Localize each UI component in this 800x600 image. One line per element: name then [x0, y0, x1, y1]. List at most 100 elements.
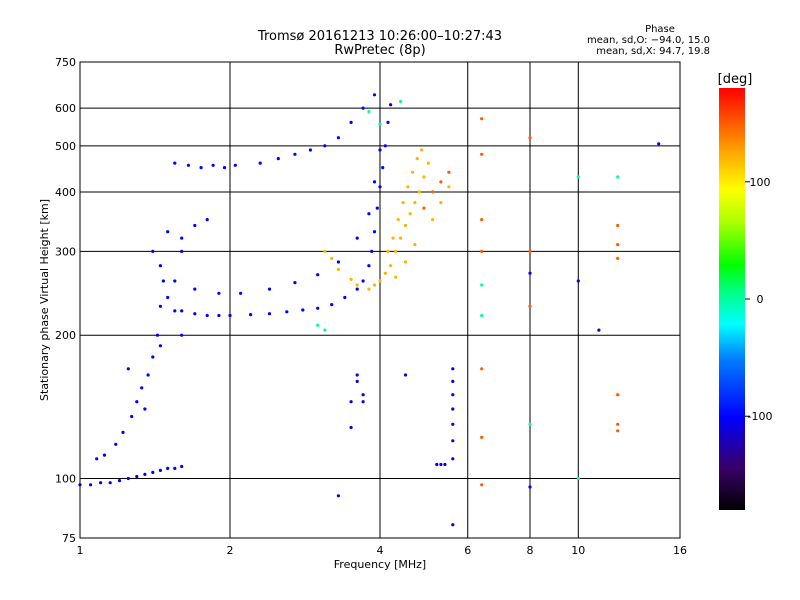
data-point [301, 308, 305, 312]
data-point [361, 106, 365, 110]
data-point [173, 466, 177, 470]
data-point [336, 494, 340, 498]
data-point [372, 230, 377, 234]
data-point [166, 295, 170, 300]
data-point [417, 190, 422, 194]
colorbar-label: [deg] [718, 72, 753, 87]
data-point [528, 249, 532, 253]
data-point [439, 180, 443, 184]
data-point [451, 439, 455, 443]
data-point [130, 414, 134, 419]
stats-title: Phase [645, 24, 675, 35]
data-point [173, 309, 177, 313]
x-tick-label: 4 [377, 544, 384, 557]
data-point [616, 243, 620, 247]
data-point [323, 328, 327, 332]
data-point [372, 93, 377, 97]
data-point [323, 144, 327, 148]
data-point [372, 180, 377, 184]
data-point [102, 453, 107, 457]
data-point [258, 161, 262, 165]
data-point [336, 260, 340, 264]
data-point [480, 367, 484, 371]
data-point [293, 152, 297, 156]
data-point [616, 422, 620, 426]
y-axis-label: Stationary phase Virtual Height [km] [38, 199, 51, 401]
data-point [378, 122, 382, 126]
data-point [389, 264, 393, 268]
colorbar-tick-label: 0 [757, 293, 764, 306]
data-point [89, 483, 93, 487]
data-point [135, 474, 139, 479]
data-point [367, 110, 371, 114]
data-point [435, 462, 439, 467]
data-point [426, 161, 430, 165]
y-tick-label: 750 [55, 56, 76, 69]
y-tick-label: 500 [55, 140, 76, 153]
data-point [413, 201, 417, 205]
data-point [193, 223, 197, 228]
data-point [285, 310, 289, 314]
y-tick-label: 400 [55, 186, 76, 199]
x-tick-label: 6 [464, 544, 471, 557]
data-point [355, 236, 359, 240]
data-point [367, 287, 371, 291]
data-point [616, 223, 620, 228]
colorbar-ticks: 100 0 -100 [745, 176, 772, 423]
data-point [451, 407, 455, 411]
data-point [451, 379, 455, 383]
colorbar-tick-label: 100 [750, 176, 771, 189]
data-point [422, 175, 426, 179]
chart-title: Tromsø 20161213 10:26:00–10:27:43 [257, 29, 502, 44]
data-point [447, 185, 451, 189]
data-points [78, 93, 661, 527]
data-point [155, 333, 159, 337]
data-point [143, 472, 147, 476]
data-point [367, 264, 371, 268]
data-point [173, 161, 177, 165]
data-point [408, 212, 412, 216]
data-point [406, 185, 410, 189]
data-point [480, 313, 484, 318]
data-point [447, 170, 451, 174]
data-point [451, 422, 455, 426]
data-point [166, 466, 170, 470]
data-point [451, 523, 455, 527]
data-point [451, 367, 455, 371]
data-point [199, 166, 203, 170]
y-tick-label: 300 [55, 245, 76, 258]
data-point [180, 249, 184, 253]
data-point [451, 393, 455, 397]
data-point [361, 393, 365, 397]
data-point [114, 442, 118, 446]
data-point [217, 313, 221, 318]
data-point [616, 429, 620, 433]
data-point [576, 175, 580, 179]
data-point [233, 163, 237, 167]
data-point [616, 393, 620, 397]
data-point [480, 483, 484, 487]
data-point [378, 148, 382, 152]
data-point [528, 485, 532, 489]
data-point [528, 136, 532, 140]
data-point [316, 323, 320, 327]
chart-subtitle: RwPretec (8p) [334, 43, 425, 58]
data-point [403, 223, 408, 228]
data-point [151, 470, 155, 474]
data-point [394, 249, 398, 253]
y-tick-label: 600 [55, 102, 76, 115]
data-point [443, 462, 447, 467]
plot-area: 1 2 4 6 8 10 16 75 100 200 300 400 500 600 750 [55, 56, 687, 557]
data-point [383, 144, 387, 148]
data-point [267, 287, 272, 291]
data-point [276, 157, 280, 161]
data-point [180, 236, 184, 240]
data-point [378, 279, 382, 283]
data-point [657, 142, 661, 146]
data-point [228, 313, 232, 318]
data-point [186, 163, 190, 167]
data-point [205, 218, 209, 222]
colorbar-gradient [719, 88, 745, 510]
data-point [349, 120, 353, 124]
data-point [349, 277, 353, 281]
